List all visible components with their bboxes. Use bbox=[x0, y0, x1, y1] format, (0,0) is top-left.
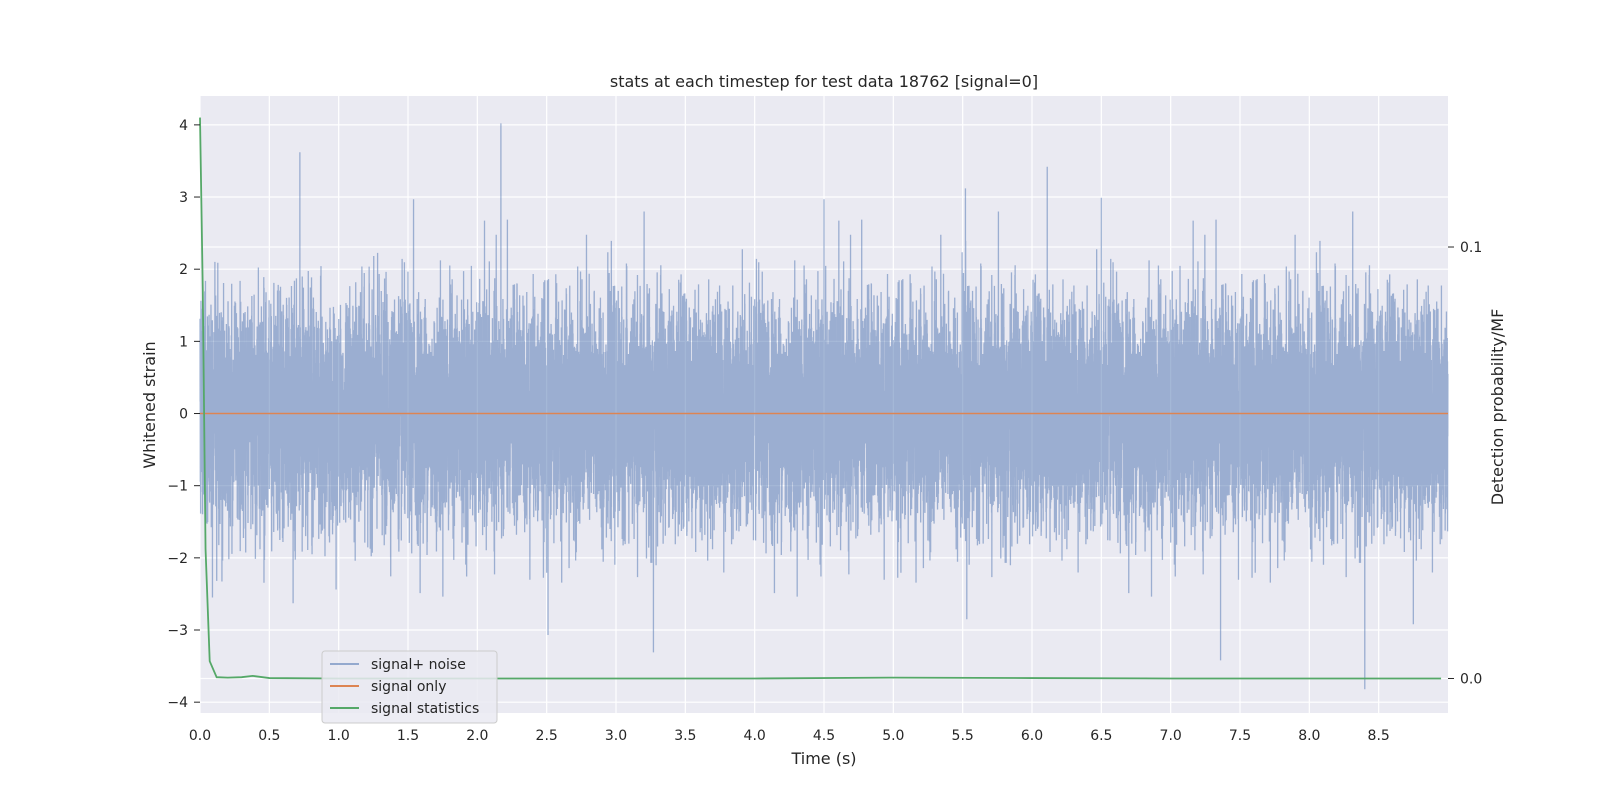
y-tick-label: 1 bbox=[179, 334, 188, 350]
x-tick-label: 4.5 bbox=[813, 728, 835, 744]
legend-box bbox=[321, 650, 498, 724]
x-tick-label: 8.5 bbox=[1368, 728, 1390, 744]
y-axis-label: Whitened strain bbox=[140, 341, 159, 468]
y-axis-right-label: Detection probability/MF bbox=[1488, 309, 1507, 506]
series-layer bbox=[199, 117, 1449, 690]
y-tick-label: 0 bbox=[179, 407, 188, 423]
x-tick-label: 5.5 bbox=[952, 728, 974, 744]
x-tick-label: 3.0 bbox=[605, 728, 627, 744]
y-tick-label: −2 bbox=[167, 551, 188, 567]
x-tick-label: 4.0 bbox=[744, 728, 766, 744]
y-tick-label: 4 bbox=[179, 118, 188, 134]
x-tick-label: 1.5 bbox=[397, 728, 419, 744]
x-tick-label: 3.5 bbox=[674, 728, 696, 744]
x-tick-label: 6.5 bbox=[1090, 728, 1112, 744]
x-tick-label: 8.0 bbox=[1298, 728, 1320, 744]
y-tick-label: 3 bbox=[179, 190, 188, 206]
y-right-tick-label: 0.1 bbox=[1460, 240, 1482, 256]
chart-title: stats at each timestep for test data 187… bbox=[610, 72, 1038, 91]
x-tick-label: 6.0 bbox=[1021, 728, 1043, 744]
x-tick-label: 7.0 bbox=[1160, 728, 1182, 744]
y-right-tick-label: 0.0 bbox=[1460, 671, 1482, 687]
x-tick-label: 2.5 bbox=[536, 728, 558, 744]
x-axis-label: Time (s) bbox=[790, 749, 856, 768]
x-tick-label: 0.0 bbox=[189, 728, 211, 744]
ticks: 0.0 0.5 1.0 1.5 2.0 2.5 3.0 3.5 4.0 4.5 5.0 5.5 6.0 6… bbox=[167, 118, 1482, 744]
legend-label-signal-statistics: signal statistics bbox=[371, 701, 479, 717]
y-tick-label: −4 bbox=[167, 695, 188, 711]
x-tick-label: 2.0 bbox=[466, 728, 488, 744]
x-tick-label: 1.0 bbox=[328, 728, 350, 744]
y-tick-label: 2 bbox=[179, 262, 188, 278]
legend-label-signal-only: signal only bbox=[371, 679, 446, 695]
legend: signal+ noise signal only signal statist… bbox=[321, 650, 498, 724]
x-tick-label: 0.5 bbox=[258, 728, 280, 744]
x-tick-label: 7.5 bbox=[1229, 728, 1251, 744]
y-tick-label: −3 bbox=[167, 623, 188, 639]
series-signal-noise bbox=[199, 123, 1449, 690]
legend-label-signal-noise: signal+ noise bbox=[371, 657, 466, 673]
x-tick-label: 5.0 bbox=[882, 728, 904, 744]
y-tick-label: −1 bbox=[167, 479, 188, 495]
series-signal-statistics bbox=[199, 117, 1442, 680]
